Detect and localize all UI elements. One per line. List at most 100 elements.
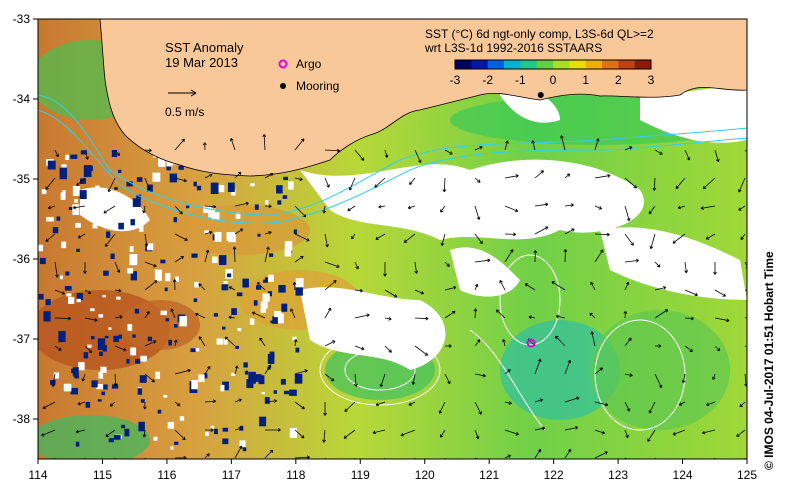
speckle [242, 278, 249, 288]
speckle [118, 222, 124, 230]
speckle [222, 438, 229, 445]
current-vector [474, 258, 491, 263]
current-vector [564, 425, 579, 431]
colorbar-swatch [618, 60, 636, 69]
speckle [76, 248, 80, 253]
current-vector [654, 373, 663, 389]
current-vector [204, 453, 210, 459]
current-vector [384, 289, 398, 298]
speckle [96, 384, 103, 390]
speckle [129, 208, 134, 214]
current-vector [624, 258, 639, 263]
current-vector [474, 205, 481, 220]
current-vector [384, 345, 392, 353]
current-vector [264, 172, 274, 179]
speckle [108, 327, 112, 330]
current-vector [560, 135, 566, 151]
speckle [153, 436, 158, 441]
speckle [227, 182, 235, 193]
credit-line: © IMOS 04-Jul-2017 01:51 Hobart Time [762, 251, 776, 470]
speckle [90, 308, 95, 312]
current-vector [564, 448, 572, 459]
speckle [134, 308, 140, 314]
speckle [50, 380, 56, 385]
speckle [295, 278, 304, 288]
current-vector [564, 228, 575, 235]
speckle [126, 358, 130, 364]
current-vector [204, 204, 217, 209]
speckle [160, 259, 166, 264]
current-vector [54, 316, 72, 321]
colorbar-ticks: -3 -2 -1 0 1 2 3 [450, 73, 655, 87]
speckle [223, 338, 228, 345]
speckle [116, 296, 121, 300]
speckle [166, 158, 173, 167]
ssh-contour [469, 329, 546, 431]
current-vector [384, 149, 389, 158]
current-vector [84, 317, 98, 322]
speckle [72, 185, 81, 196]
speckle [239, 440, 246, 447]
current-vector [354, 261, 359, 270]
speckle [231, 308, 237, 316]
speckle [255, 285, 262, 290]
speckle [274, 311, 282, 318]
current-vector [654, 261, 661, 268]
current-vector [744, 317, 747, 319]
speckle [239, 425, 244, 431]
current-vector [107, 177, 116, 193]
colorbar-frame [454, 59, 652, 70]
speckle [147, 336, 153, 342]
colorbar-swatch [536, 60, 554, 69]
speckle [100, 366, 107, 373]
current-vector [114, 345, 127, 352]
current-vector [624, 177, 637, 189]
current-vector [474, 373, 486, 378]
speckle [130, 219, 135, 226]
current-vector [624, 429, 629, 439]
current-vector [564, 359, 572, 375]
speckle [113, 335, 120, 343]
speckle [231, 189, 236, 196]
cloud-gap [300, 287, 446, 370]
speckle [191, 379, 198, 390]
speckle [98, 371, 104, 379]
current-vector [172, 279, 177, 291]
speckle [56, 216, 61, 221]
current-vector [407, 205, 416, 210]
current-vector [678, 401, 686, 406]
colorbar-tick-label: -2 [482, 73, 493, 87]
speckle [92, 223, 98, 229]
speckle [216, 338, 223, 345]
colorbar-swatch [553, 60, 570, 69]
current-vector [649, 233, 656, 250]
mooring-legend-icon [280, 83, 286, 89]
current-vector [624, 281, 630, 291]
current-vector [378, 204, 386, 209]
ssh-contour [344, 349, 416, 391]
current-vector [109, 401, 116, 407]
speckle [276, 185, 283, 194]
x-tick-label: 115 [93, 468, 112, 482]
speckle [79, 178, 86, 184]
speckle [84, 207, 89, 215]
speckle [222, 381, 229, 391]
current-vector [322, 429, 326, 443]
current-vector [77, 401, 86, 406]
current-vector [474, 339, 481, 347]
x-tick-label: 121 [479, 468, 499, 482]
current-vector [114, 315, 123, 319]
speckle [295, 286, 303, 296]
current-vector [474, 145, 483, 151]
speckle [110, 253, 115, 260]
speckle [140, 399, 145, 403]
current-vector [54, 345, 62, 351]
speckle [198, 374, 205, 382]
current-vector [744, 149, 747, 153]
speckle [288, 181, 294, 190]
current-vector [174, 368, 191, 375]
speckle [126, 181, 133, 187]
current-vector [504, 205, 519, 213]
speckle [179, 416, 185, 421]
current-vector [504, 401, 512, 405]
